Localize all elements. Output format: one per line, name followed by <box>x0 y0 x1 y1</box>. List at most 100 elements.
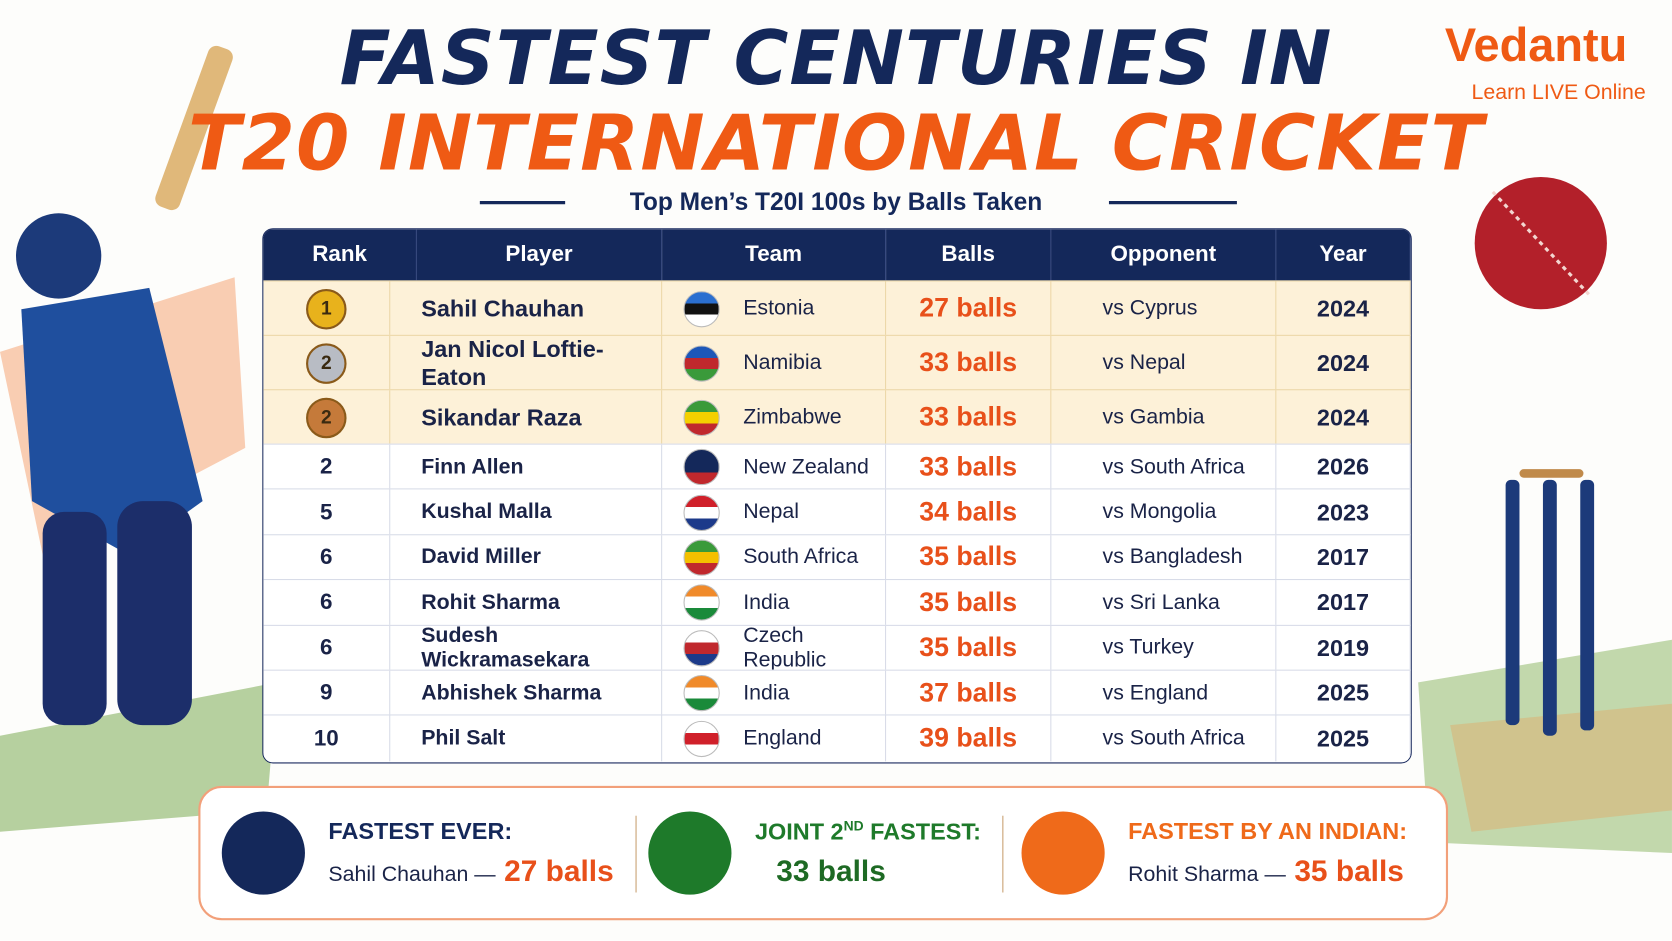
opponent-cell: vs Cyprus <box>1051 281 1277 336</box>
summary-item: FASTEST BY AN INDIAN: Rohit Sharma — 35 ba… <box>1021 788 1407 918</box>
table-row: 6 Rohit Sharma India 35 balls vs Sri Lanka 20… <box>263 579 1411 626</box>
summary-value: 33 balls <box>776 854 886 888</box>
summary-item: JOINT 2ND FASTEST: 33 balls <box>648 788 981 918</box>
opponent-cell: vs Turkey <box>1051 625 1277 671</box>
opponent-cell: vs South Africa <box>1051 444 1277 490</box>
summary-icon <box>1021 811 1105 895</box>
summary-label-part: FASTEST: <box>863 818 981 845</box>
team-name: Estonia <box>743 296 815 320</box>
rank-cell: 6 <box>263 625 391 671</box>
player-cell: Sahil Chauhan <box>390 281 663 336</box>
team-cell: South Africa <box>662 535 887 581</box>
opponent-cell: vs Gambia <box>1051 390 1277 445</box>
table-row: 9 Abhishek Sharma India 37 balls vs England 2… <box>263 669 1411 716</box>
year-cell: 2025 <box>1276 670 1411 716</box>
year-cell: 2019 <box>1276 625 1411 671</box>
summary-detail: 33 balls <box>755 854 981 888</box>
balls-cell: 33 balls <box>886 335 1052 391</box>
year-cell: 2024 <box>1276 390 1411 445</box>
opponent-cell: vs South Africa <box>1051 715 1277 762</box>
year-cell: 2023 <box>1276 489 1411 536</box>
balls-cell: 37 balls <box>886 670 1052 716</box>
divider <box>635 815 637 893</box>
rank-cell: 10 <box>263 715 391 762</box>
rank-cell: 1 <box>263 281 391 336</box>
team-name: Namibia <box>743 350 822 375</box>
team-cell: Czech Republic <box>662 623 887 672</box>
table: Rank Player Team Balls Opponent Year 1 Sahil Ch… <box>262 228 1412 764</box>
flag <box>683 539 720 576</box>
logo-tagline: Learn LIVE Online <box>1471 81 1646 105</box>
balls-cell: 34 balls <box>886 489 1052 536</box>
rank-cell: 6 <box>263 580 391 626</box>
player-cell: Sudesh Wickramasekara <box>390 624 663 672</box>
balls-cell: 33 balls <box>886 444 1052 490</box>
medal: 1 <box>306 288 347 329</box>
team-name: India <box>743 590 790 615</box>
medal: 2 <box>306 342 347 384</box>
team-name: South Africa <box>743 545 859 569</box>
team-name: Czech Republic <box>743 623 827 672</box>
player-cell: David Miller <box>390 535 663 581</box>
year-cell: 2017 <box>1276 535 1411 581</box>
summary-detail: Rohit Sharma — 35 balls <box>1128 854 1407 888</box>
team-cell: India <box>662 670 887 716</box>
team-cell: New Zealand <box>662 444 887 490</box>
team-name: Nepal <box>743 500 799 524</box>
balls-cell: 27 balls <box>886 281 1052 336</box>
year-cell: 2025 <box>1276 715 1411 762</box>
pitch <box>1450 703 1672 832</box>
opponent-cell: vs Mongolia <box>1051 489 1277 536</box>
summary-text: JOINT 2ND FASTEST: 33 balls <box>755 818 981 889</box>
subtitle: Top Men’s T20I 100s by Balls Taken <box>629 187 1043 216</box>
team-name: New Zealand <box>743 454 869 479</box>
flag <box>683 629 720 667</box>
flag <box>683 290 720 327</box>
summary-name: Sahil Chauhan — <box>328 862 496 887</box>
rank-cell: 2 <box>263 335 391 391</box>
summary-label-part: JOINT 2 <box>754 818 844 845</box>
opponent-cell: vs Bangladesh <box>1051 535 1277 581</box>
player-cell: Rohit Sharma <box>390 580 663 626</box>
ball-seam <box>1491 190 1590 296</box>
team-cell: India <box>662 580 887 626</box>
team-cell: England <box>662 715 887 762</box>
balls-cell: 33 balls <box>886 390 1052 445</box>
divider <box>1002 815 1004 893</box>
column-header: Team <box>662 229 887 281</box>
summary-panel: FASTEST EVER: Sahil Chauhan — 27 balls JOIN… <box>198 785 1449 921</box>
summary-value: 35 balls <box>1294 854 1404 888</box>
flag <box>683 720 720 757</box>
summary-label: FASTEST EVER: <box>328 817 513 845</box>
table-row: 2 Sikandar Raza Zimbabwe 33 balls vs Gambia 2… <box>263 389 1411 445</box>
team-cell: Zimbabwe <box>662 390 887 445</box>
player-cell: Jan Nicol Loftie-Eaton <box>390 335 663 391</box>
balls-cell: 35 balls <box>886 580 1052 626</box>
medal: 2 <box>306 397 347 438</box>
player-cell: Sikandar Raza <box>390 390 663 445</box>
year-cell: 2026 <box>1276 444 1411 490</box>
summary-icon <box>648 811 732 895</box>
summary-name: Rohit Sharma — <box>1128 862 1286 887</box>
table-row: 5 Kushal Malla Nepal 34 balls vs Mongolia 202… <box>263 488 1411 536</box>
column-header: Opponent <box>1051 229 1277 281</box>
player-cell: Kushal Malla <box>390 489 663 536</box>
table-row: 2 Finn Allen New Zealand 33 balls vs South A… <box>263 443 1411 490</box>
year-cell: 2017 <box>1276 580 1411 626</box>
player-cell: Phil Salt <box>390 715 663 762</box>
team-name: Zimbabwe <box>743 405 842 429</box>
team-name: England <box>743 726 822 750</box>
opponent-cell: vs Nepal <box>1051 335 1277 391</box>
balls-cell: 39 balls <box>886 715 1052 762</box>
flag <box>683 584 720 621</box>
summary-label-part: ND <box>843 817 864 834</box>
flag <box>683 494 720 531</box>
team-cell: Estonia <box>662 281 887 336</box>
team-cell: Namibia <box>662 335 887 391</box>
stumps <box>1505 469 1595 736</box>
player-cell: Finn Allen <box>390 444 663 490</box>
team-name: India <box>743 681 790 705</box>
rank-cell: 5 <box>263 489 391 536</box>
flag <box>683 675 720 712</box>
